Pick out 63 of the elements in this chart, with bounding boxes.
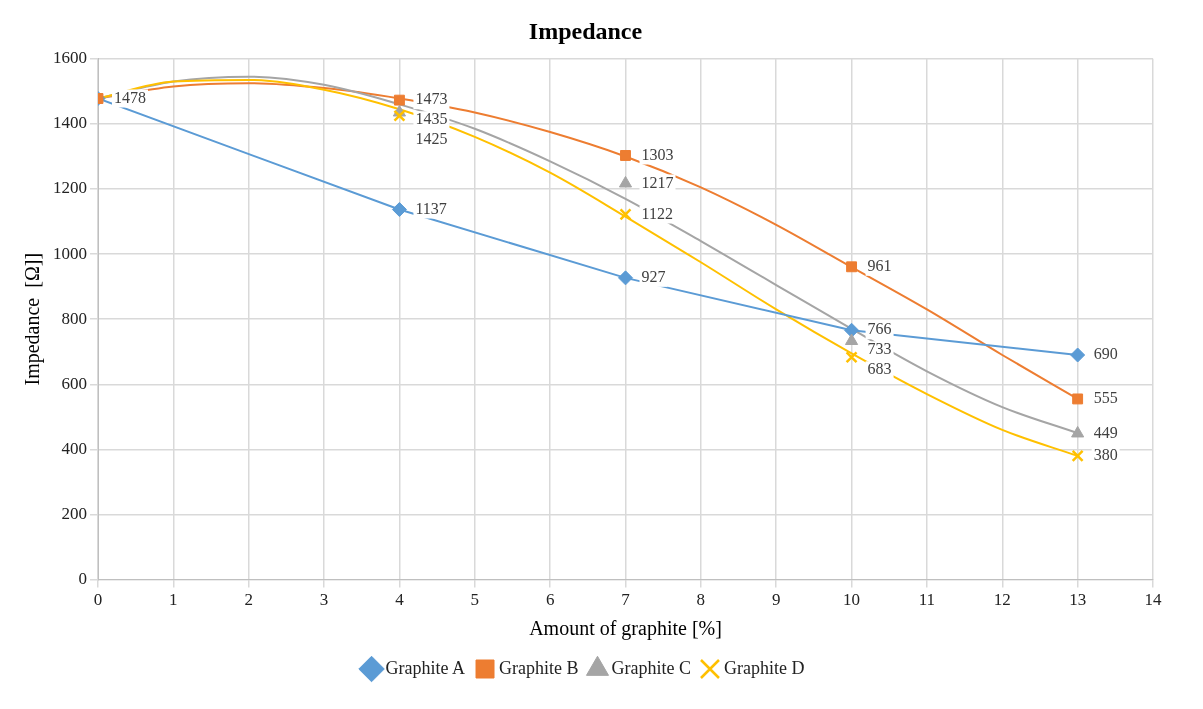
point (1071, 425, 1085, 438)
legend-label: Graphite B (499, 657, 579, 678)
data-label: 1425 (415, 130, 448, 148)
x-tick-label: 2 (244, 590, 253, 610)
x-tick-label: 13 (1069, 590, 1087, 610)
point (1072, 393, 1084, 405)
point (846, 261, 858, 273)
x-tick-label: 3 (319, 590, 329, 610)
data-label: 1217 (641, 173, 674, 191)
x-tick-label: 6 (545, 590, 555, 610)
data-label: 766 (867, 320, 892, 338)
y-tick-label: 1600 (53, 48, 87, 68)
x-tick-label: 8 (696, 590, 706, 610)
point (618, 175, 633, 188)
point (618, 270, 633, 286)
y-tick-label: 1200 (53, 178, 87, 198)
data-label: 690 (1093, 345, 1118, 363)
x-tick-label: 4 (395, 590, 405, 610)
point (393, 109, 406, 122)
data-label: 1303 (641, 145, 674, 163)
data-label: 927 (641, 268, 666, 286)
x-tick-label: 9 (771, 590, 781, 610)
data-label: 449 (1093, 423, 1118, 441)
data-label: 1478 (114, 88, 146, 106)
point (845, 351, 858, 364)
y-tick-label: 400 (61, 438, 87, 458)
chart-title: Impedance (528, 17, 643, 44)
data-label: 961 (867, 257, 892, 274)
legend-label: Graphite C (611, 657, 691, 678)
point (1071, 449, 1084, 463)
data-label: 1435 (415, 110, 448, 128)
point (391, 202, 407, 218)
x-tick-label: 10 (843, 590, 861, 610)
x-tick-label: 12 (993, 590, 1011, 610)
y-axis-title: Impedance [Ω]] (21, 252, 45, 386)
data-label: 1137 (415, 199, 447, 217)
y-tick-label: 1400 (53, 113, 87, 133)
x-tick-label: 7 (621, 590, 631, 610)
x-tick-label: 14 (1144, 590, 1162, 610)
y-tick-label: 800 (61, 308, 87, 328)
x-tick-label: 0 (93, 590, 103, 610)
x-tick-label: 1 (169, 590, 178, 610)
data-label: 380 (1093, 446, 1118, 464)
y-tick-label: 200 (61, 503, 87, 523)
point (1070, 347, 1086, 363)
y-tick-label: 1000 (53, 243, 87, 263)
data-label: 555 (1093, 389, 1118, 407)
legend-label: Graphite A (385, 657, 466, 678)
x-tick-label: 5 (470, 590, 480, 610)
point (620, 150, 631, 161)
legend-label: Graphite D (723, 657, 805, 678)
y-tick-label: 600 (61, 373, 87, 393)
x-axis-title: Amount of graphite [%] (529, 617, 722, 641)
data-label: 1122 (641, 204, 673, 222)
point (845, 333, 859, 346)
y-tick-label: 0 (78, 569, 87, 589)
point (844, 322, 860, 338)
data-label: 683 (867, 360, 892, 378)
point (619, 208, 632, 221)
x-tick-label: 11 (918, 590, 936, 610)
data-label: 1473 (415, 90, 448, 108)
point (393, 94, 405, 106)
data-label: 733 (867, 340, 892, 358)
